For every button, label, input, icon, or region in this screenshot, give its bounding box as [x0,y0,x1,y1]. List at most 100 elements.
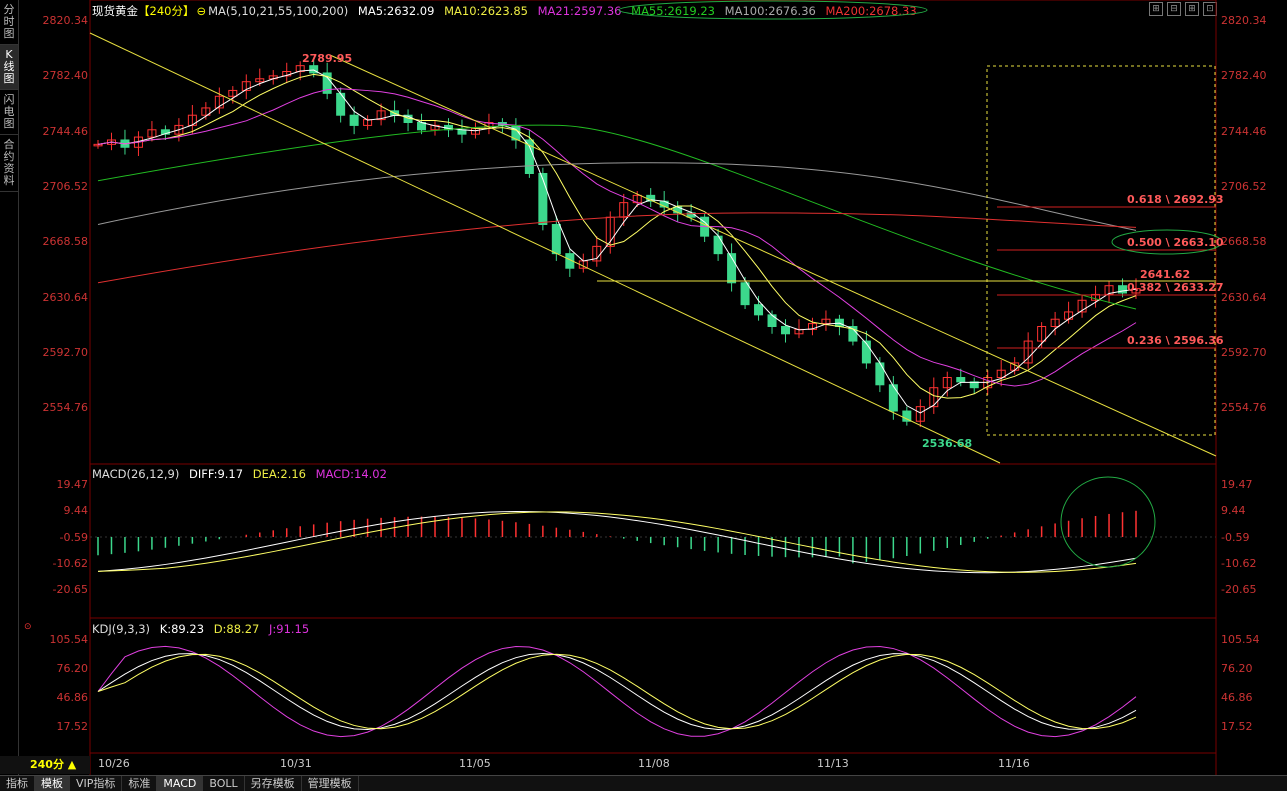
fib-500-label: 0.500 \ 2663.10 [1127,236,1224,249]
bottom-tab[interactable]: 另存模板 [245,776,302,791]
fib-618-label: 0.618 \ 2692.93 [1127,193,1224,206]
candle-body [781,326,791,335]
macd-tick: -20.65 [52,583,88,597]
date-tick: 11/08 [638,757,670,770]
ma200-value: MA200:2678.33 [825,4,917,18]
chart-canvas[interactable] [0,0,1287,775]
bottom-tab[interactable]: 标准 [122,776,158,791]
kdj-k: K:89.23 [159,622,205,636]
candle-body [1037,326,1047,342]
price-tick: 2630.64 [1221,290,1267,304]
bottom-tab[interactable]: 模板 [35,776,70,791]
date-tick: 11/16 [998,757,1030,770]
price-tick: 2744.46 [1221,124,1267,138]
bottom-toolbar: 指标 模板 VIP指标 标准 MACD BOLL 另存模板 管理模板 [0,775,1287,791]
fib-382-label: 0.382 \ 2633.27 [1127,281,1224,294]
candle-body [875,362,885,386]
kdj-tick: 46.86 [1221,691,1253,704]
date-tick: 10/31 [280,757,312,770]
crosshair-icon[interactable]: ⊞ [1149,2,1163,16]
channel-upper-line [329,54,1217,457]
settings-icon[interactable]: ⊖ [196,4,207,18]
candle-body [1104,285,1114,295]
kdj-j: J:91.15 [269,622,310,636]
kdj-tick: 17.52 [1221,720,1253,733]
price-tick: 2668.58 [1221,235,1267,249]
ma5-line [97,69,1137,414]
bottom-tab[interactable]: 指标 [0,776,35,791]
kdj-settings-icon[interactable]: ⊙ [24,622,32,632]
bottom-tab[interactable]: BOLL [203,776,245,791]
candle-body [1050,318,1060,328]
bottom-tab[interactable]: MACD [157,776,204,791]
macd-tick: 9.44 [1221,504,1246,518]
kdj-j-line [97,645,1137,738]
price-tick: 2782.40 [1221,69,1267,83]
macd-tick: -10.62 [1221,556,1257,570]
date-tick: 10/26 [98,757,130,770]
ma100-value: MA100:2676.36 [724,4,816,18]
kdj-d-line [97,653,1137,730]
bottom-tab[interactable]: VIP指标 [70,776,123,791]
candle-body [309,65,319,74]
candle-body [956,377,966,383]
tab-flash-chart[interactable]: 闪 电 图 [0,90,18,135]
ma-legend: 现货黄金【240分】 ⊖ MA(5,10,21,55,100,200) MA5:26… [92,3,923,19]
candle-body [255,78,265,83]
tab-contract-info[interactable]: 合 约 资 料 [0,135,18,192]
zoom-out-icon[interactable]: ⊟ [1167,2,1181,16]
left-view-tabs: 分 时 图 K 线 图 闪 电 图 合 约 资 料 [0,0,19,775]
tab-time-chart[interactable]: 分 时 图 [0,0,18,45]
candle-body [740,282,750,306]
period-tag: 【240分】 [138,4,195,18]
main-pane-frame [89,0,1217,465]
macd-tick: -20.65 [1221,583,1257,597]
ma10-line [97,73,1137,399]
zoom-in-icon[interactable]: ⊞ [1185,2,1199,16]
candle-body [241,81,251,91]
price-tick: 2630.64 [42,290,89,304]
candle-body [1118,285,1128,294]
low-label: 2536.68 [922,437,973,450]
candle-body [551,224,561,255]
fib-box [986,65,1216,436]
macd-dea-line [97,511,1137,573]
macd-tick: 19.47 [1221,478,1253,491]
bottom-tab[interactable]: 管理模板 [302,776,359,791]
macd-legend: MACD(26,12,9) DIFF:9.17 DEA:2.16 MACD:14… [92,467,393,481]
kdj-k-line [97,652,1137,730]
price-tick: 2706.52 [42,179,89,193]
candle-body [861,340,871,364]
kdj-tick: 76.20 [1221,662,1253,675]
price-tick: 2592.70 [1221,345,1267,359]
candle-body [336,92,346,116]
kdj-tick: 76.20 [56,662,89,675]
price-tick: 2554.76 [42,401,89,415]
macd-dea: DEA:2.16 [252,467,307,481]
candle-body [228,89,238,97]
candle-body [713,235,723,255]
period-selector[interactable]: 240分 ▲ [0,756,90,774]
candle-body [754,304,764,316]
candle-body [1077,299,1087,313]
kdj-tick: 17.52 [56,720,89,733]
candle-body [147,129,157,138]
kdj-tick: 105.54 [1221,633,1260,646]
ma21-line [97,88,1137,387]
candle-body [538,173,548,226]
date-tick: 11/05 [459,757,491,770]
candle-body [727,253,737,284]
candle-body [1131,288,1141,294]
macd-tick: -0.59 [1221,530,1250,544]
price-tick: 2592.70 [42,345,89,359]
candle-body [929,387,939,408]
macd-diff: DIFF:9.17 [189,467,244,481]
candle-body [767,314,777,328]
candle-body [565,253,575,269]
price-tick: 2706.52 [1221,179,1267,193]
macd-tick: -0.59 [59,530,88,544]
tab-kline-chart[interactable]: K 线 图 [0,45,18,90]
macd-highlight-oval [1060,476,1156,568]
recent-high-label: 2641.62 [1140,268,1191,281]
kdj-legend: KDJ(9,3,3) K:89.23 D:88.27 J:91.15 [92,622,315,636]
